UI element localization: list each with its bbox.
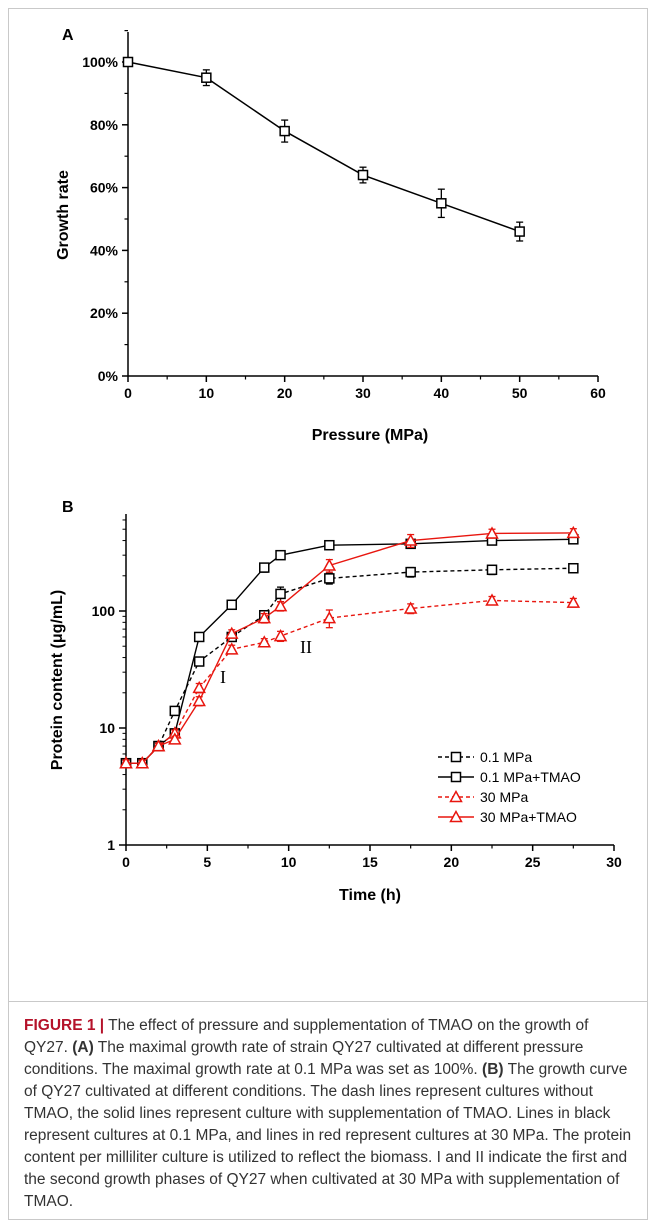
data-point <box>193 656 205 667</box>
panel-a-x-tick-label: 20 <box>277 385 293 401</box>
caption-intro: The effect of pressure and supplementati… <box>24 1017 589 1056</box>
figure-charts: A Pressure (MPa) Growth rate 0 10 20 30 40 50… <box>49 27 622 904</box>
panel-a-x-tick-label: 30 <box>355 385 371 401</box>
panel-a: A Pressure (MPa) Growth rate 0 10 20 30 40 50… <box>55 27 606 444</box>
data-point <box>273 629 288 642</box>
figure-frame <box>8 8 648 1220</box>
panel-b-x-tick-label: 5 <box>203 854 211 870</box>
data-point <box>486 564 498 576</box>
panel-a-x-tick-label: 50 <box>512 385 528 401</box>
data-point <box>119 756 133 769</box>
panel-a-x-tick-label: 0 <box>124 385 132 401</box>
panel-b-x-axis-label: Time (h) <box>339 887 401 904</box>
data-point <box>566 525 581 539</box>
panel-a-y-tick-label: 0% <box>98 368 119 384</box>
panel-a-x-axis-label: Pressure (MPa) <box>312 427 429 444</box>
panel-a-x-tick-label: 60 <box>590 385 606 401</box>
data-point <box>275 588 286 600</box>
series-30-mpa-tmao <box>119 525 581 769</box>
panel-b-x-tick-label: 30 <box>606 854 622 870</box>
panel-a-data-point <box>357 169 369 181</box>
legend-label: 30 MPa+TMAO <box>480 809 577 825</box>
panel-b-x-tick-label: 20 <box>444 854 460 870</box>
data-point <box>568 562 579 574</box>
phase-i-annotation: I <box>220 667 226 687</box>
panel-a-y-tick-label: 100% <box>82 54 118 70</box>
data-point <box>192 693 206 707</box>
data-point <box>193 631 205 643</box>
data-point <box>151 739 166 752</box>
panel-b-x-tick-label: 10 <box>281 854 297 870</box>
panel-a-data-point <box>201 72 212 83</box>
data-point <box>135 756 150 769</box>
panel-b-y-tick-label: 10 <box>99 720 115 736</box>
panel-b-legend: 0.1 MPa 0.1 MPa+TMAO 30 MPa 30 MPa+TMAO <box>438 749 581 825</box>
data-point <box>485 526 499 539</box>
caption-ref-b: (B) <box>482 1061 504 1078</box>
legend-marker <box>450 771 462 783</box>
caption-figure-label: FIGURE 1 | <box>24 1017 105 1034</box>
series-line <box>126 532 574 764</box>
data-point <box>226 599 237 611</box>
data-point <box>257 611 272 624</box>
panel-b-x-tick-label: 0 <box>122 854 130 870</box>
panel-a-y-axis-label: Growth rate <box>55 170 72 260</box>
data-point <box>275 549 286 561</box>
panel-a-y-tick-label: 20% <box>90 305 119 321</box>
panel-a-x-tick-label: 10 <box>199 385 215 401</box>
legend-marker <box>450 751 462 763</box>
data-point <box>168 732 182 745</box>
caption-divider <box>8 1001 648 1002</box>
panel-a-x-tick-label: 40 <box>434 385 450 401</box>
panel-b: B Time (h) Protein content (μg/mL) I II … <box>49 499 622 904</box>
data-point <box>257 635 272 648</box>
panel-b-x-tick-label: 15 <box>362 854 378 870</box>
data-point <box>322 611 337 624</box>
data-point <box>324 539 335 551</box>
data-point <box>403 533 418 546</box>
panel-a-data-point <box>514 226 525 237</box>
data-point <box>169 705 181 717</box>
panel-b-label: B <box>62 499 74 516</box>
data-point <box>224 626 239 639</box>
caption-ref-a: (A) <box>72 1039 94 1056</box>
panel-a-y-tick-label: 40% <box>90 242 119 258</box>
panel-b-x-tick-label: 25 <box>525 854 541 870</box>
data-point <box>322 558 337 571</box>
panel-a-data-point <box>122 56 134 68</box>
panel-b-y-axis-label: Protein content (μg/mL) <box>49 590 66 770</box>
data-point <box>273 599 288 612</box>
panel-a-series-line <box>127 61 520 233</box>
phase-ii-annotation: II <box>300 637 312 657</box>
series-line <box>126 538 574 764</box>
panel-b-y-tick-label: 1 <box>107 837 115 853</box>
panel-b-y-tick-label: 100 <box>92 603 116 619</box>
caption-text-b: The growth curve of QY27 cultivated at d… <box>24 1061 632 1210</box>
legend-label: 0.1 MPa+TMAO <box>480 769 581 785</box>
legend-label: 30 MPa <box>480 789 528 805</box>
data-point <box>405 566 416 578</box>
series-line <box>126 567 574 764</box>
data-point <box>224 642 239 655</box>
data-point <box>259 562 270 573</box>
panel-a-label: A <box>62 27 74 44</box>
series-30-mpa <box>119 593 581 769</box>
legend-marker <box>449 809 463 823</box>
data-point <box>403 601 418 614</box>
panel-a-data-point <box>279 125 290 137</box>
series-line <box>126 599 574 764</box>
caption-text-a: The maximal growth rate of strain QY27 c… <box>24 1039 584 1078</box>
data-point <box>192 680 206 694</box>
series-0-1-mpa <box>120 562 579 769</box>
data-point <box>485 593 499 606</box>
panel-a-y-tick-label: 60% <box>90 180 119 196</box>
legend-label: 0.1 MPa <box>480 749 532 765</box>
panel-a-data-point <box>436 198 447 209</box>
data-point <box>566 595 581 608</box>
legend-marker <box>449 789 463 803</box>
figure-caption: FIGURE 1 | The effect of pressure and su… <box>24 1015 632 1213</box>
panel-a-y-tick-label: 80% <box>90 117 119 133</box>
data-point <box>324 573 335 584</box>
